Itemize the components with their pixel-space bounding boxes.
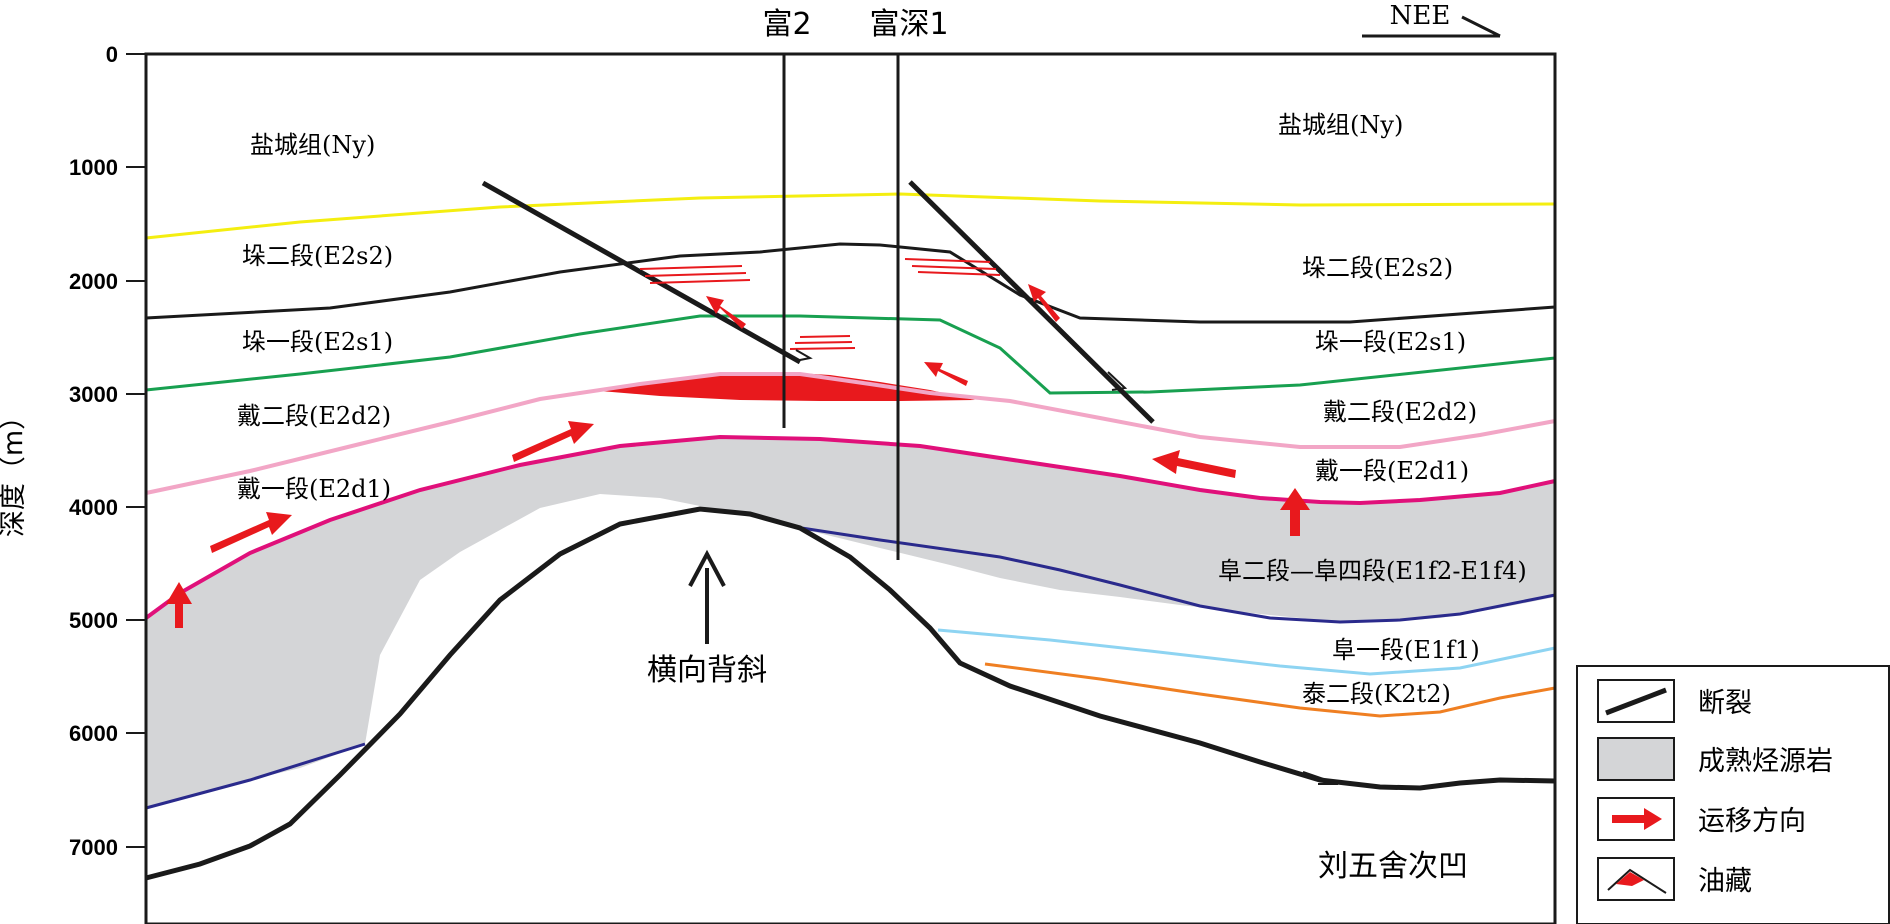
arrow-diag-2 bbox=[512, 421, 594, 462]
legend-label-source: 成熟烃源岩 bbox=[1698, 746, 1833, 777]
legend: 断裂 成熟烃源岩 运移方向 油藏 bbox=[1576, 665, 1890, 924]
fault-left bbox=[481, 180, 802, 365]
arrow-to-reservoir-left bbox=[706, 296, 746, 329]
label-right-k2t2: 泰二段(K2t2) bbox=[1302, 680, 1451, 708]
arrow-up-sag bbox=[1280, 488, 1310, 536]
legend-swatch-source bbox=[1597, 737, 1675, 781]
arrow-to-reservoir-right bbox=[924, 362, 968, 386]
well-name-fu2: 富2 bbox=[762, 7, 811, 42]
arrow-up-left-edge bbox=[166, 582, 192, 628]
label-left-ny: 盐城组(Ny) bbox=[250, 131, 375, 159]
y-axis-title: 深度（m） bbox=[0, 403, 29, 537]
horizon-black-top bbox=[145, 242, 1556, 324]
y-tick-7000: 7000 bbox=[69, 835, 118, 860]
legend-fault-icon bbox=[1605, 687, 1667, 716]
fault-slip-markers bbox=[795, 349, 1339, 785]
migration-arrows bbox=[166, 284, 1310, 628]
arrow-left-migration bbox=[1152, 450, 1236, 478]
horizon-yellow bbox=[145, 192, 1556, 240]
label-right-e2d1: 戴一段(E2d1) bbox=[1315, 457, 1469, 485]
arrow-diag-1 bbox=[210, 512, 292, 553]
label-left-e2d2: 戴二段(E2d2) bbox=[237, 402, 391, 430]
anticline-label: 横向背斜 bbox=[647, 653, 767, 688]
arrow-fault-right-up bbox=[1028, 284, 1060, 322]
label-right-ny: 盐城组(Ny) bbox=[1278, 111, 1403, 139]
horizon-orange bbox=[984, 662, 1556, 718]
legend-reservoir-icon bbox=[1607, 868, 1667, 894]
fault-right bbox=[908, 180, 1155, 424]
y-tick-1000: 1000 bbox=[69, 155, 118, 180]
label-right-e2s2: 垛二段(E2s2) bbox=[1302, 254, 1453, 282]
y-tick-3000: 3000 bbox=[69, 382, 118, 407]
y-tick-6000: 6000 bbox=[69, 721, 118, 746]
label-left-e2s1: 垛一段(E2s1) bbox=[242, 328, 393, 356]
mature-source-rock-area bbox=[146, 437, 1555, 808]
faults bbox=[481, 180, 1155, 424]
horizon-navy-lower bbox=[145, 742, 366, 810]
y-tick-5000: 5000 bbox=[69, 608, 118, 633]
label-left-e2s2: 垛二段(E2s2) bbox=[242, 242, 393, 270]
label-right-e2s1: 垛一段(E2s1) bbox=[1315, 328, 1466, 356]
label-left-e2d1: 戴一段(E2d1) bbox=[237, 475, 391, 503]
horizon-navy-upper bbox=[794, 525, 1556, 624]
reservoir-lens bbox=[600, 372, 975, 401]
legend-label-reservoir: 油藏 bbox=[1698, 866, 1752, 897]
section-frame bbox=[144, 52, 1557, 924]
horizon-magenta bbox=[144, 434, 1556, 620]
sag-label: 刘五舍次凹 bbox=[1318, 849, 1468, 884]
y-tick-2000: 2000 bbox=[69, 269, 118, 294]
horizon-lightblue bbox=[937, 628, 1556, 676]
legend-swatch-reservoir bbox=[1597, 857, 1675, 901]
well-name-fushen1: 富深1 bbox=[869, 7, 948, 42]
label-right-e1f2-f4: 阜二段—阜四段(E1f2-E1f4) bbox=[1218, 557, 1527, 585]
y-tick-0: 0 bbox=[106, 42, 118, 67]
wells bbox=[782, 54, 900, 560]
horizon-pink bbox=[145, 372, 1556, 495]
reservoir-stripes bbox=[639, 258, 1001, 350]
basement-boundary bbox=[145, 506, 1556, 881]
label-right-e2d2: 戴二段(E2d2) bbox=[1323, 398, 1477, 426]
direction-label: NEE bbox=[1390, 1, 1451, 31]
horizon-green bbox=[145, 314, 1556, 395]
anticline-arrow bbox=[688, 549, 726, 644]
legend-label-migration: 运移方向 bbox=[1698, 806, 1806, 837]
legend-migration-arrow-icon bbox=[1612, 808, 1662, 830]
direction-arrow bbox=[1362, 15, 1501, 38]
y-axis-ticks bbox=[126, 53, 146, 848]
label-right-e1f1: 阜一段(E1f1) bbox=[1332, 636, 1480, 664]
legend-label-fault: 断裂 bbox=[1698, 688, 1752, 719]
y-tick-4000: 4000 bbox=[69, 495, 118, 520]
